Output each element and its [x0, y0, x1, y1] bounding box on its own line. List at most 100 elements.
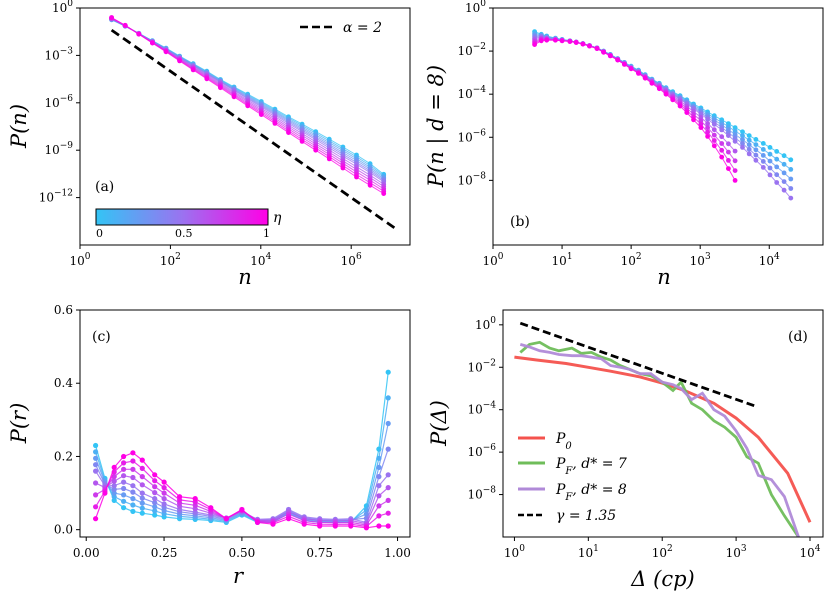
data-point — [719, 141, 725, 146]
data-point — [719, 127, 725, 133]
eta-series-b — [534, 36, 792, 199]
data-point — [121, 505, 127, 511]
panel-d: 100 101 102 103 104 100 10−2 10−4 10−6 10−8 (d) P… — [427, 309, 824, 591]
panel-d-label: (d) — [788, 329, 808, 345]
panel-b-xlabel: n — [657, 265, 671, 289]
panel-a-axes: 100 102 104 106 100 10−3 10−6 10−9 10−12 — [39, 0, 362, 268]
panel-a: 100 102 104 106 100 10−3 10−6 10−9 10−12 (a) α =… — [7, 0, 411, 289]
data-point — [376, 503, 382, 509]
panel-b-marks — [532, 29, 794, 201]
data-point — [161, 490, 167, 496]
data-point — [774, 156, 780, 162]
data-point — [245, 103, 251, 109]
data-point — [326, 156, 332, 162]
data-point — [121, 473, 127, 479]
eta-series-c — [95, 372, 389, 524]
data-point — [746, 146, 752, 152]
legend-label-p0: P0 — [555, 431, 572, 452]
data-point — [231, 94, 237, 100]
x-tick-label: 104 — [759, 252, 780, 268]
data-point — [130, 458, 136, 464]
x-tick-label: 104 — [799, 544, 820, 560]
data-point — [732, 138, 738, 144]
alpha-reference-line — [110, 28, 398, 231]
data-point — [711, 138, 717, 143]
data-point — [130, 474, 136, 481]
data-point — [139, 482, 145, 488]
data-point — [767, 151, 773, 157]
panel-c-label: (c) — [92, 329, 111, 345]
panel-b-frame — [492, 7, 824, 246]
panel-a-legend: α = 2 — [300, 20, 382, 36]
data-point — [732, 158, 738, 164]
data-point — [677, 103, 683, 109]
data-point — [152, 512, 158, 518]
data-point — [121, 485, 127, 492]
data-point — [774, 149, 780, 154]
data-point — [649, 80, 655, 86]
data-point — [732, 178, 738, 183]
panel-d-xlabel: Δ (cp) — [630, 567, 694, 591]
y-tick-label: 10−4 — [457, 85, 486, 101]
data-point — [732, 125, 738, 130]
data-point — [691, 117, 696, 123]
data-point — [152, 504, 158, 510]
data-point — [152, 484, 158, 490]
data-point — [656, 86, 662, 92]
panel-a-frame — [79, 7, 411, 246]
panel-b-label: (b) — [510, 214, 530, 230]
data-point — [332, 523, 338, 529]
data-point — [711, 121, 717, 127]
data-point — [130, 502, 136, 508]
data-point — [594, 46, 600, 51]
data-point — [239, 506, 245, 513]
y-tick-label: 10−6 — [457, 128, 486, 144]
data-point — [573, 40, 579, 45]
data-point — [376, 483, 382, 489]
data-point — [286, 130, 291, 136]
data-point — [139, 505, 145, 511]
data-point — [760, 153, 766, 158]
data-point — [781, 161, 787, 167]
y-tick-label: 10−2 — [457, 42, 486, 58]
data-point — [788, 176, 794, 182]
x-tick-label: 0.50 — [229, 546, 256, 560]
panel-a-ylabel: P(n) — [7, 104, 31, 149]
data-point — [152, 490, 158, 496]
data-point — [719, 154, 725, 160]
x-tick-label: 100 — [504, 544, 525, 560]
eta-series-b — [534, 31, 792, 161]
colorbar-tick-05: 0.5 — [175, 227, 193, 240]
data-point — [385, 510, 391, 516]
legend-label-pf7: PF, d* = 7 — [555, 456, 627, 477]
data-point — [636, 71, 641, 76]
y-tick-label: 10−8 — [467, 486, 496, 502]
data-point — [161, 485, 167, 491]
data-point — [719, 147, 725, 153]
data-point — [711, 132, 717, 138]
data-point — [93, 480, 99, 486]
data-point — [788, 186, 794, 191]
data-point — [270, 521, 276, 527]
colorbar-tick-0: 0 — [96, 227, 103, 240]
series-pf8 — [519, 343, 800, 537]
data-point — [774, 180, 780, 185]
data-point — [767, 165, 773, 171]
data-point — [192, 496, 198, 502]
panel-d-ylabel: P(Δ) — [427, 400, 451, 447]
data-point — [732, 168, 738, 174]
data-point — [711, 143, 717, 149]
data-point — [726, 133, 731, 139]
data-point — [121, 479, 127, 485]
data-point — [711, 127, 717, 133]
y-tick-label: 10−9 — [44, 141, 73, 157]
panel-d-axes: 100 101 102 103 104 100 10−2 10−4 10−6 10−8 — [467, 316, 820, 560]
data-point — [746, 133, 752, 139]
data-point — [130, 508, 136, 514]
data-point — [376, 513, 382, 519]
data-point — [532, 42, 537, 47]
data-point — [740, 145, 745, 150]
data-point — [93, 462, 99, 468]
data-point — [109, 15, 114, 20]
data-point — [753, 142, 759, 148]
